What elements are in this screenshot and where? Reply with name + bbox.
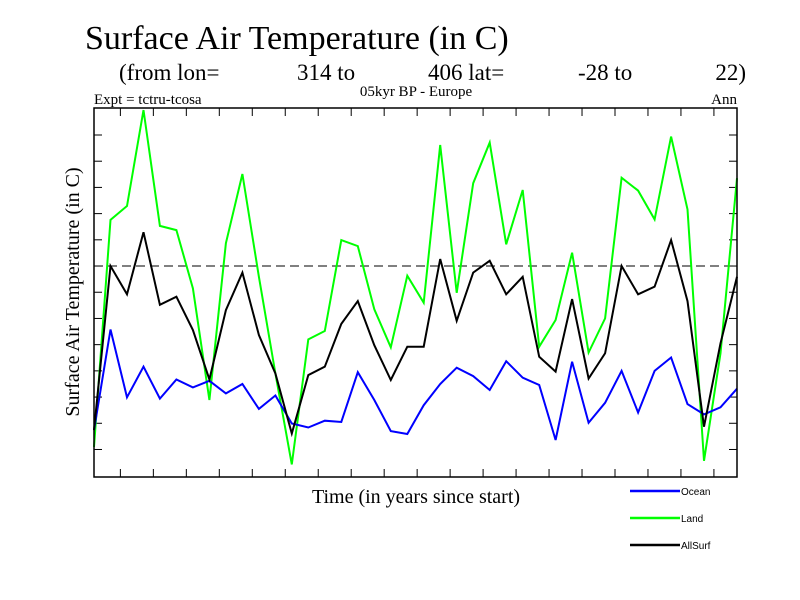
- period-label: 05kyr BP - Europe: [360, 84, 473, 100]
- experiment-label: Expt = tctru-tcosa: [94, 92, 202, 108]
- subtitle-lon-end: 406 lat=: [428, 60, 504, 85]
- series-line-allsurf: [93, 231, 738, 438]
- series-line-ocean: [93, 329, 738, 441]
- legend-ocean-label: Ocean: [681, 487, 710, 498]
- subtitle-lat-start: -28 to: [578, 60, 632, 85]
- subtitle-from-lon: (from lon=: [119, 60, 219, 85]
- plot-frame: [93, 107, 738, 478]
- legend-allsurf-label: AllSurf: [681, 541, 711, 552]
- subtitle-lat-end: 22): [715, 60, 746, 85]
- chart-title: Surface Air Temperature (in C): [85, 20, 509, 57]
- y-axis-label: Surface Air Temperature (in C): [62, 167, 84, 416]
- x-axis-label: Time (in years since start): [312, 486, 520, 508]
- legend: Ocean Land AllSurf: [630, 487, 711, 552]
- series-lines: [93, 109, 738, 465]
- season-label: Ann: [711, 92, 737, 108]
- legend-land-label: Land: [681, 514, 703, 525]
- series-line-land: [93, 109, 738, 465]
- subtitle-lon-start: 314 to: [297, 60, 355, 85]
